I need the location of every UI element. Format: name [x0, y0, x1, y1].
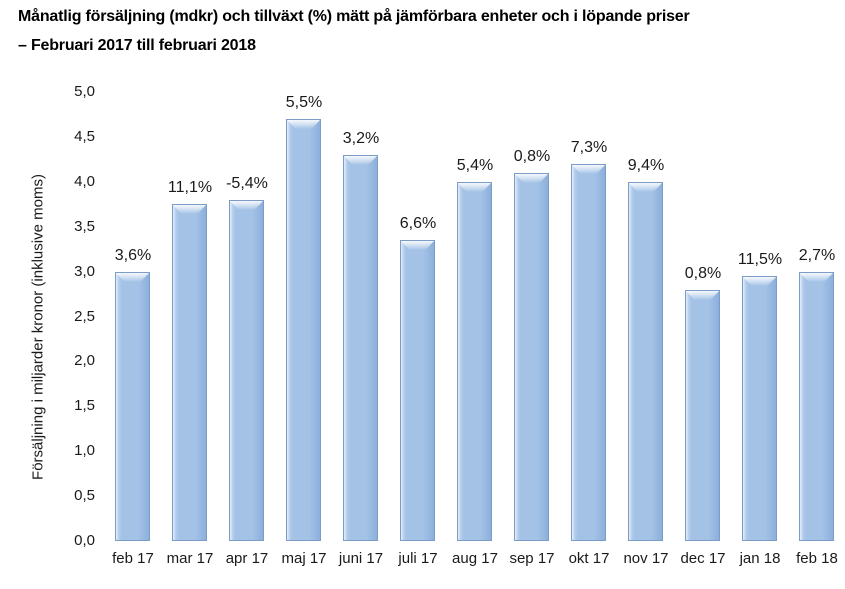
x-axis-label-mar-17: mar 17	[166, 550, 214, 567]
x-axis-label-feb-18: feb 18	[796, 550, 838, 567]
y-axis-tick-label: 3,5	[74, 218, 95, 235]
growth-label-juni-17: 3,2%	[342, 130, 380, 147]
growth-label-aug-17: 5,4%	[456, 157, 494, 174]
y-axis-tick-label: 0,0	[74, 532, 95, 549]
x-axis-label-sep-17: sep 17	[509, 550, 555, 567]
growth-label-jan-18: 11,5%	[737, 251, 783, 268]
x-axis-label-apr-17: apr 17	[225, 550, 269, 567]
y-axis-tick-label: 2,0	[74, 352, 95, 369]
bar-maj-17	[286, 119, 321, 541]
y-axis-tick-label: 5,0	[74, 83, 95, 100]
bar-sep-17	[514, 173, 549, 541]
x-axis-label-aug-17: aug 17	[452, 550, 498, 567]
chart-title-line-1: Månatlig försäljning (mdkr) och tillväxt…	[18, 8, 690, 25]
growth-label-mar-17: 11,1%	[167, 179, 213, 196]
bar-juli-17	[400, 240, 435, 541]
x-axis-label-nov-17: nov 17	[623, 550, 669, 567]
y-axis-tick-label: 2,5	[74, 308, 95, 325]
x-axis-label-juni-17: juni 17	[338, 550, 384, 567]
x-axis-label-juli-17: juli 17	[398, 550, 438, 567]
chart-title-line-2: – Februari 2017 till februari 2018	[18, 37, 256, 54]
bar-feb-17	[115, 272, 150, 541]
growth-label-nov-17: 9,4%	[627, 157, 665, 174]
growth-label-juli-17: 6,6%	[399, 215, 437, 232]
x-axis-label-dec-17: dec 17	[680, 550, 726, 567]
bar-okt-17	[571, 164, 606, 541]
growth-label-maj-17: 5,5%	[285, 94, 323, 111]
growth-label-sep-17: 0,8%	[513, 148, 551, 165]
y-axis-tick-label: 1,0	[74, 442, 95, 459]
bar-juni-17	[343, 155, 378, 541]
y-axis-tick-label: 3,0	[74, 263, 95, 280]
bar-mar-17	[172, 204, 207, 541]
bar-dec-17	[685, 290, 720, 541]
x-axis-label-jan-18: jan 18	[739, 550, 781, 567]
growth-label-feb-17: 3,6%	[114, 247, 152, 264]
bar-jan-18	[742, 276, 777, 541]
bar-apr-17	[229, 200, 264, 541]
y-axis-tick-label: 4,5	[74, 128, 95, 145]
bar-nov-17	[628, 182, 663, 541]
x-axis-label-feb-17: feb 17	[112, 550, 154, 567]
growth-label-feb-18: 2,7%	[798, 247, 836, 264]
bar-aug-17	[457, 182, 492, 541]
growth-label-apr-17: -5,4%	[226, 175, 268, 192]
x-axis-label-maj-17: maj 17	[281, 550, 327, 567]
x-axis-label-okt-17: okt 17	[568, 550, 610, 567]
growth-label-dec-17: 0,8%	[684, 265, 722, 282]
y-axis-tick-label: 0,5	[74, 487, 95, 504]
y-axis-tick-label: 1,5	[74, 397, 95, 414]
bar-feb-18	[799, 272, 834, 541]
growth-label-okt-17: 7,3%	[570, 139, 608, 156]
y-axis-tick-label: 4,0	[74, 173, 95, 190]
